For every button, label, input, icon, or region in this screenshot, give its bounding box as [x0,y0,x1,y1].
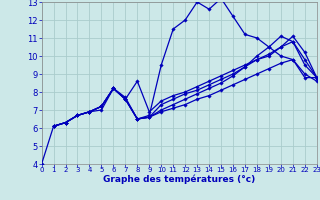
X-axis label: Graphe des températures (°c): Graphe des températures (°c) [103,174,255,184]
